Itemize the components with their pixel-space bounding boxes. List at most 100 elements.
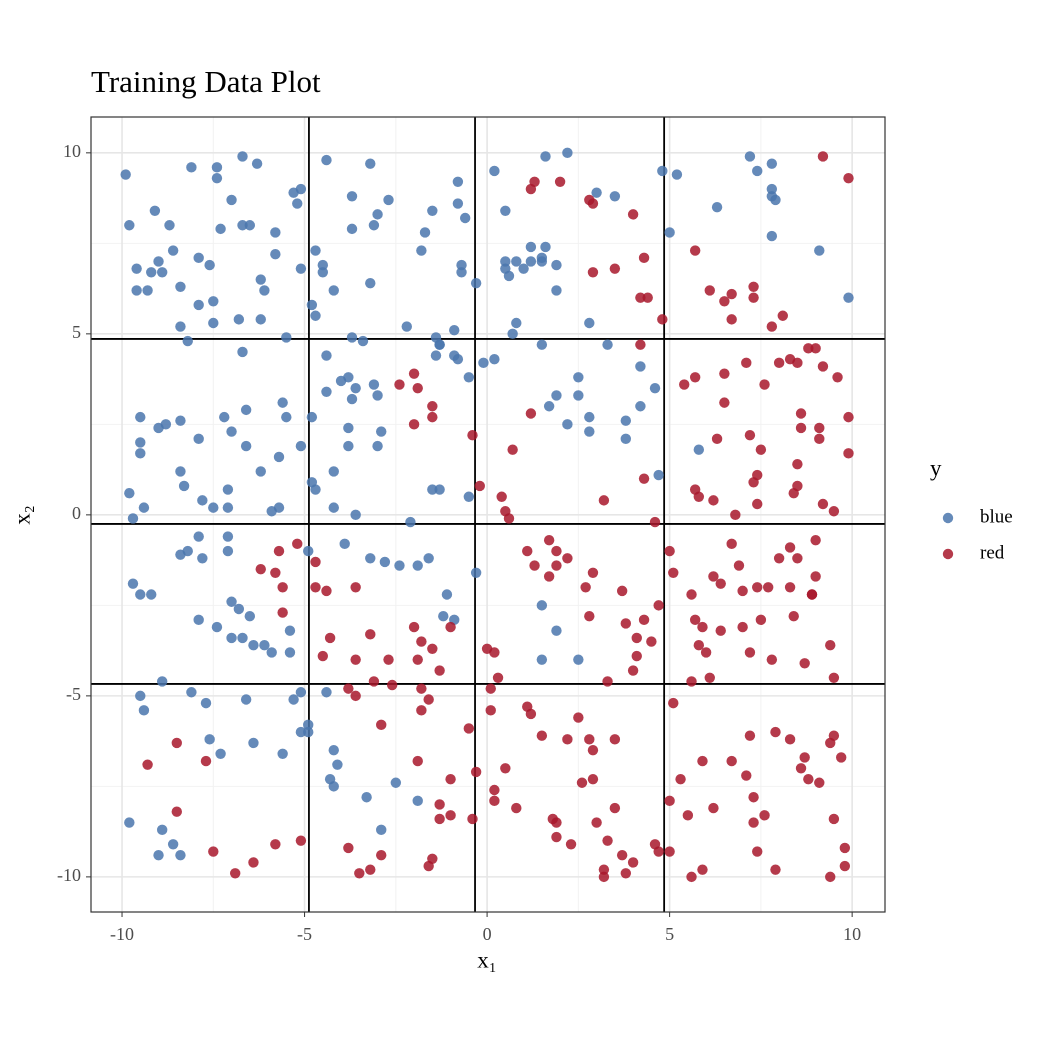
point — [175, 321, 186, 332]
point — [321, 687, 332, 698]
point — [627, 665, 639, 676]
point — [343, 440, 354, 452]
point — [646, 636, 657, 647]
point — [365, 158, 376, 169]
legend-label: red — [980, 542, 1005, 563]
point — [295, 726, 307, 738]
point — [273, 545, 285, 557]
point — [777, 310, 788, 321]
point — [587, 567, 599, 578]
point — [419, 227, 431, 238]
point — [408, 621, 420, 633]
point — [748, 292, 759, 303]
point — [543, 535, 555, 546]
point — [412, 560, 423, 571]
point — [843, 411, 854, 423]
point — [551, 390, 562, 401]
point — [551, 545, 562, 557]
point — [412, 795, 423, 807]
point — [737, 585, 748, 597]
point — [584, 411, 595, 423]
point — [211, 172, 223, 184]
point — [496, 491, 507, 502]
point — [686, 871, 697, 883]
point — [408, 368, 420, 379]
point — [416, 636, 427, 647]
point — [175, 466, 186, 477]
point — [445, 810, 456, 821]
point — [832, 372, 843, 383]
point — [536, 730, 548, 741]
reference-lines — [91, 117, 885, 912]
point — [792, 480, 803, 492]
point — [193, 433, 204, 445]
point — [156, 676, 168, 687]
point — [507, 328, 518, 340]
point — [350, 509, 361, 521]
point — [689, 245, 701, 256]
point — [146, 589, 157, 600]
point — [204, 259, 215, 271]
point — [795, 422, 807, 434]
point — [434, 665, 445, 676]
point — [226, 194, 237, 206]
point — [697, 621, 708, 633]
point — [744, 647, 756, 658]
point — [255, 274, 266, 285]
point — [240, 694, 252, 705]
point — [449, 325, 460, 336]
point — [799, 752, 810, 763]
point — [573, 654, 584, 665]
point — [237, 220, 248, 231]
point — [441, 589, 453, 600]
point — [697, 864, 708, 875]
point — [518, 263, 529, 274]
point — [679, 379, 690, 390]
point — [671, 169, 683, 180]
point — [427, 484, 438, 495]
point — [697, 755, 708, 767]
x-axis-label: x₁ — [477, 947, 497, 972]
point — [321, 350, 332, 361]
point — [332, 759, 343, 770]
point — [412, 382, 423, 394]
point — [726, 288, 737, 300]
point — [839, 842, 851, 854]
point — [609, 802, 621, 814]
point — [638, 252, 650, 264]
point — [394, 379, 405, 390]
point — [463, 491, 475, 502]
point — [328, 502, 339, 513]
point — [653, 846, 664, 857]
point — [609, 191, 621, 202]
point — [376, 849, 387, 861]
point — [226, 632, 237, 644]
point — [554, 176, 566, 188]
point — [766, 321, 778, 332]
point — [434, 813, 445, 825]
point — [434, 339, 445, 350]
point — [489, 353, 500, 365]
point — [635, 361, 646, 372]
point — [310, 245, 321, 256]
point — [635, 292, 646, 303]
point — [799, 658, 810, 669]
point — [197, 495, 208, 506]
point — [182, 545, 193, 557]
point — [124, 487, 135, 499]
point — [730, 509, 741, 521]
point — [346, 191, 358, 202]
point — [584, 611, 595, 622]
point — [792, 553, 803, 564]
point — [474, 480, 485, 492]
point — [657, 165, 668, 177]
point — [372, 209, 383, 220]
point — [142, 285, 153, 296]
point — [616, 849, 628, 861]
point — [171, 737, 182, 749]
point — [704, 672, 715, 683]
point — [492, 672, 504, 683]
point — [182, 335, 193, 347]
